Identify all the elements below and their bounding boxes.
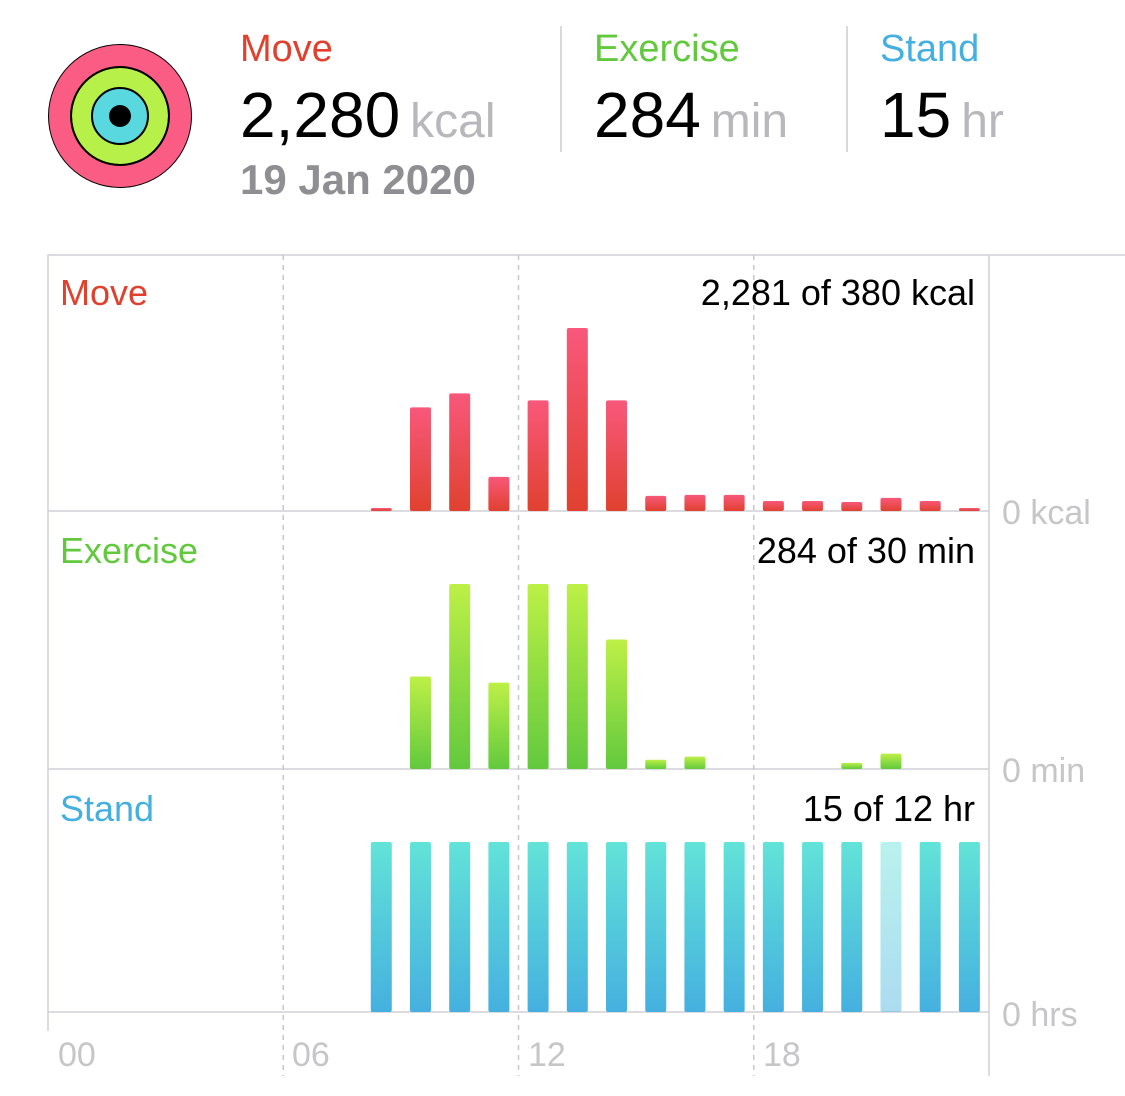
bar-move-hour-9 (409, 407, 431, 511)
summary-exercise-label: Exercise (594, 28, 740, 70)
summary-move-label: Move (240, 28, 333, 70)
bar-stand-hour-10 (449, 842, 471, 1012)
bar-exercise-hour-16 (684, 756, 706, 769)
bar-exercise-hour-21 (880, 753, 902, 769)
bar-move-hour-12 (527, 400, 549, 511)
bar-exercise-hour-13 (566, 584, 588, 769)
bar-move-hour-10 (449, 393, 471, 511)
bar-stand-hour-15 (645, 842, 667, 1012)
bar-stand-hour-21 (880, 842, 902, 1012)
bar-move-hour-14 (606, 400, 628, 511)
x-tick-06: 06 (292, 1036, 330, 1074)
summary-date: 19 Jan 2020 (240, 156, 476, 203)
summary-exercise-number: 284 (594, 79, 701, 151)
bar-stand-hour-8 (370, 842, 392, 1012)
bar-move-hour-20 (841, 501, 863, 511)
panel-title-exercise: Exercise (60, 530, 199, 571)
bar-stand-hour-14 (606, 842, 628, 1012)
bar-move-hour-11 (488, 476, 510, 511)
panel-goal-stand: 15 of 12 hr (802, 788, 975, 829)
summary-stand-unit: hr (961, 95, 1004, 148)
bar-move-hour-8 (370, 507, 392, 511)
panel-goal-move: 2,281 of 380 kcal (700, 272, 975, 313)
summary-exercise-unit: min (710, 95, 789, 148)
bar-move-hour-22 (919, 500, 941, 511)
chart-frame (47, 254, 1125, 1031)
bar-stand-hour-19 (802, 842, 824, 1012)
bar-stand-hour-23 (958, 842, 980, 1012)
x-tick-00: 00 (58, 1036, 96, 1074)
summary-stand-number: 15 (880, 79, 952, 151)
bar-stand-hour-12 (527, 842, 549, 1012)
panel-title-stand: Stand (60, 788, 155, 829)
bar-move-hour-21 (880, 497, 902, 511)
bar-move-hour-19 (802, 500, 824, 511)
bar-move-hour-15 (645, 495, 667, 511)
summary-divider-1 (560, 26, 562, 152)
summary-exercise-value: 284 min (594, 78, 788, 152)
summary-stand-label: Stand (880, 28, 980, 70)
zero-label-exercise: 0 min (1002, 752, 1086, 790)
summary-move-value: 2,280 kcal (240, 78, 496, 152)
bar-exercise-hour-20 (841, 762, 863, 769)
bar-exercise-hour-11 (488, 682, 510, 769)
bar-move-hour-23 (958, 508, 980, 511)
bar-stand-hour-13 (566, 842, 588, 1012)
summary-move-unit: kcal (410, 95, 496, 148)
x-tick-18: 18 (763, 1036, 801, 1074)
x-tick-12: 12 (528, 1036, 566, 1074)
zero-label-move: 0 kcal (1002, 494, 1091, 532)
bar-exercise-hour-10 (449, 584, 471, 769)
bar-stand-hour-22 (919, 842, 941, 1012)
bar-stand-hour-9 (409, 842, 431, 1012)
bar-move-hour-17 (723, 494, 745, 511)
bar-stand-hour-11 (488, 842, 510, 1012)
bar-move-hour-18 (762, 500, 784, 511)
zero-label-stand: 0 hrs (1002, 996, 1078, 1034)
activity-rings-icon (48, 44, 192, 188)
bar-move-hour-16 (684, 494, 706, 511)
panel-title-move: Move (60, 272, 149, 313)
bar-stand-hour-17 (723, 842, 745, 1012)
bar-exercise-hour-12 (527, 584, 549, 769)
summary-move-number: 2,280 (240, 79, 401, 151)
bar-stand-hour-16 (684, 842, 706, 1012)
bar-exercise-hour-15 (645, 759, 667, 769)
bar-exercise-hour-14 (606, 639, 628, 769)
summary-stand-value: 15 hr (880, 78, 1004, 152)
bar-exercise-hour-9 (409, 676, 431, 769)
bar-move-hour-13 (566, 328, 588, 511)
bar-stand-hour-20 (841, 842, 863, 1012)
bar-stand-hour-18 (762, 842, 784, 1012)
panel-goal-exercise: 284 of 30 min (756, 530, 975, 571)
summary-divider-2 (846, 26, 848, 152)
